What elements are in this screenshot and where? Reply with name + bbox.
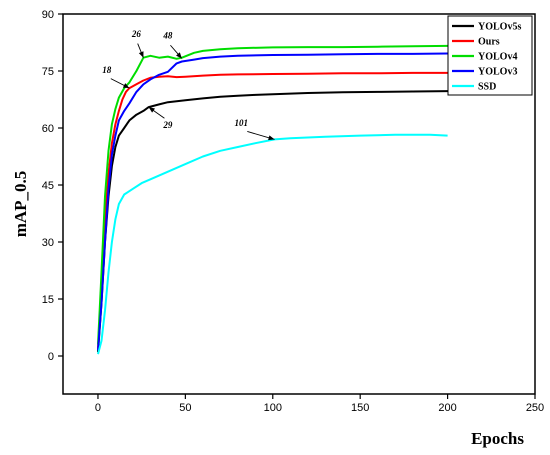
series-line-ssd: [97, 133, 448, 355]
series-line-yolov3: [97, 52, 448, 351]
series-layer: [97, 44, 448, 355]
y-tick-label: 45: [42, 180, 54, 192]
y-axis-ticks: 0 15 30 45 60 75 90: [42, 9, 63, 363]
annotation-label: 29: [162, 120, 173, 130]
annotation-layer: 18 26 48 29 101: [102, 29, 275, 141]
annotation-arrowhead: [148, 107, 156, 113]
y-tick-label: 0: [48, 351, 54, 363]
legend-label: Ours: [478, 37, 500, 48]
x-tick-label: 250: [526, 402, 544, 414]
x-tick-label: 100: [264, 402, 282, 414]
x-axis-ticks: 0 50 100 150 200 250: [95, 394, 544, 414]
series-line-yolov4: [97, 44, 448, 345]
series-line-yolov5s: [97, 90, 448, 353]
legend-label: YOLOv5s: [478, 22, 521, 33]
y-tick-label: 75: [42, 66, 54, 78]
series-line-ours: [97, 71, 448, 349]
x-tick-label: 200: [438, 402, 456, 414]
legend-label: YOLOv3: [478, 67, 517, 78]
y-tick-label: 30: [42, 237, 54, 249]
x-tick-label: 0: [95, 402, 101, 414]
annotation-label: 48: [162, 31, 173, 41]
y-tick-label: 90: [42, 9, 54, 21]
legend-label: YOLOv4: [478, 52, 517, 63]
legend-label: SSD: [478, 82, 496, 93]
legend-box: [447, 15, 533, 96]
plot-frame: [62, 13, 536, 395]
x-axis-title: Epochs: [471, 429, 524, 448]
y-tick-label: 15: [42, 294, 54, 306]
x-tick-label: 150: [351, 402, 369, 414]
x-tick-label: 50: [179, 402, 191, 414]
annotation-arrowhead: [122, 83, 130, 89]
annotation-label: 26: [131, 29, 142, 39]
annotation-label: 18: [102, 65, 112, 75]
annotation-arrowhead: [268, 135, 275, 141]
y-tick-label: 60: [42, 123, 54, 135]
annotation-arrowhead: [176, 52, 182, 59]
annotation-arrowhead: [138, 51, 144, 58]
legend: YOLOv5s Ours YOLOv4 YOLOv3 SSD: [447, 15, 533, 96]
y-axis-title: mAP_0.5: [11, 171, 30, 238]
annotation-label: 101: [235, 118, 249, 128]
